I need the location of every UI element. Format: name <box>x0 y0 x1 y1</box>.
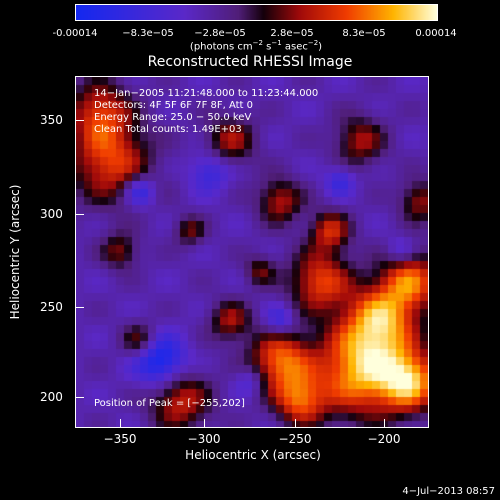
info-time-range: 14−Jan−2005 11:21:48.000 to 11:23:44.000 <box>94 88 319 99</box>
y-axis-label: Heliocentric Y (arcsec) <box>8 184 22 320</box>
image-panel <box>75 76 429 428</box>
colorbar-tick-label: −2.8e−05 <box>194 28 246 39</box>
x-tick-mark <box>204 419 205 428</box>
peak-position-label: Position of Peak = [−255,202] <box>94 398 245 409</box>
plot-title: Reconstructed RHESSI Image <box>147 54 353 70</box>
y-tick-mark <box>75 307 84 308</box>
colorbar-tick-label: −8.3e−05 <box>122 28 174 39</box>
y-tick-label: 200 <box>40 390 63 404</box>
x-tick-label: −200 <box>367 432 401 446</box>
x-tick-label: −250 <box>278 432 312 446</box>
x-tick-mark <box>384 419 385 428</box>
colorbar-tick-label: 8.3e−05 <box>342 28 386 39</box>
x-tick-label: −300 <box>187 432 221 446</box>
colorbar <box>75 4 438 21</box>
info-detectors: Detectors: 4F 5F 6F 7F 8F, Att 0 <box>94 100 254 111</box>
colorbar-units: (photons cm−2 s−1 asec−2) <box>189 39 323 53</box>
info-energy-range: Energy Range: 25.0 − 50.0 keV <box>94 112 252 123</box>
x-axis-label: Heliocentric X (arcsec) <box>185 448 321 462</box>
y-tick-label: 350 <box>40 113 63 127</box>
colorbar-tick-label: -0.00014 <box>52 28 98 39</box>
x-tick-mark <box>295 419 296 428</box>
x-tick-label: −350 <box>103 432 137 446</box>
render-timestamp: 4−Jul−2013 08:57 <box>402 486 495 497</box>
y-tick-mark <box>75 214 84 215</box>
y-tick-label: 300 <box>40 207 63 221</box>
y-tick-mark <box>75 397 84 398</box>
info-clean-counts: Clean Total counts: 1.49E+03 <box>94 124 242 135</box>
x-tick-mark <box>120 419 121 428</box>
y-tick-label: 250 <box>40 300 63 314</box>
colorbar-tick-label: 0.00014 <box>415 28 457 39</box>
colorbar-tick-label: 2.8e−05 <box>270 28 314 39</box>
rhessi-image <box>76 77 428 427</box>
y-tick-mark <box>75 120 84 121</box>
